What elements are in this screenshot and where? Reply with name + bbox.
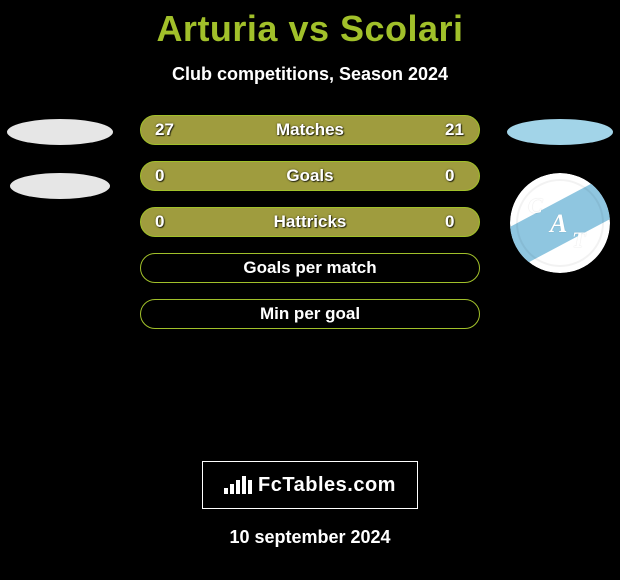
stat-label: Matches [141,120,479,140]
bars-icon-bar [236,480,240,494]
page-title: Arturia vs Scolari [0,0,620,50]
club-monogram-letter: T [572,227,585,253]
bars-icon-bar [248,480,252,494]
stat-row-goals: 0 Goals 0 [140,161,480,191]
brand-bars-icon [224,476,252,494]
bars-icon-bar [224,488,228,494]
brand-text: FcTables.com [258,474,396,497]
left-club-badge-1 [7,119,113,145]
subtitle: Club competitions, Season 2024 [0,64,620,85]
stat-label: Min per goal [141,304,479,324]
stat-row-matches: 27 Matches 21 [140,115,480,145]
club-monogram-letter: C [528,193,543,219]
stat-row-goals-per-match: Goals per match [140,253,480,283]
brand-box: FcTables.com [202,461,418,509]
right-club-badge-1 [507,119,613,145]
stat-label: Goals [141,166,479,186]
bars-icon-bar [230,484,234,494]
bars-icon-bar [242,476,246,494]
left-club-column [0,115,120,199]
stat-bars: 27 Matches 21 0 Goals 0 0 Hattricks 0 Go… [140,115,480,345]
date-label: 10 september 2024 [0,527,620,548]
stat-label: Hattricks [141,212,479,232]
left-club-badge-2 [10,173,110,199]
stat-label: Goals per match [141,258,479,278]
comparison-panel: C A T 27 Matches 21 0 Goals 0 0 Hattrick… [0,115,620,455]
stat-row-min-per-goal: Min per goal [140,299,480,329]
stat-row-hattricks: 0 Hattricks 0 [140,207,480,237]
right-club-logo: C A T [510,173,610,273]
club-monogram-letter: A [550,209,567,239]
right-club-column: C A T [500,115,620,273]
